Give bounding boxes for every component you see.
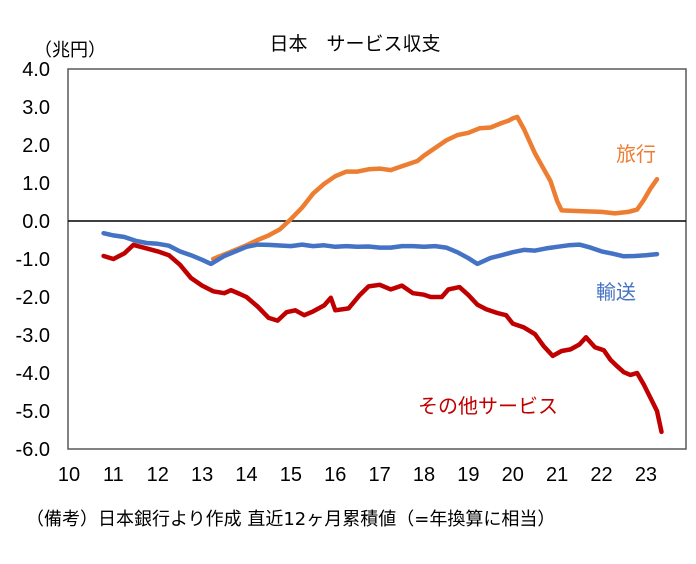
y-tick-label: -3.0 [16,325,50,347]
x-tick-label: 14 [235,464,257,486]
y-tick-label: 1.0 [22,173,50,195]
series-label-other-services: その他サービス [418,394,558,418]
y-tick-label: 0.0 [22,211,50,233]
y-tick-label: -4.0 [16,363,50,385]
x-tick-label: 19 [457,464,479,486]
x-tick-label: 22 [590,464,612,486]
x-tick-label: 13 [191,464,213,486]
plot-area-frame [67,68,687,450]
y-tick-label: -1.0 [16,249,50,271]
x-tick-label: 17 [369,464,391,486]
series-lines [101,114,664,435]
x-tick-label: 21 [546,464,568,486]
y-tick-label: 3.0 [22,97,50,119]
x-tick-label: 11 [103,464,124,486]
series-line-other-services [101,242,664,435]
x-tick-label: 23 [635,464,657,486]
chart-title: 日本 サービス収支 [269,33,440,55]
x-tick-label: 20 [502,464,524,486]
y-tick-label: -6.0 [16,439,50,461]
x-tick-label: 16 [324,464,346,486]
series-label-transport: 輸送 [596,280,636,304]
y-tick-label: 2.0 [22,135,50,157]
series-line-travel [210,114,660,262]
y-tick-label: -2.0 [16,287,50,309]
series-line-transport [101,230,660,267]
y-axis-unit-label: （兆円） [34,40,106,61]
y-axis-ticks: 4.0 3.0 2.0 1.0 0.0 -1.0 -2.0 -3.0 -4.0 -5.0 -6.0 [16,59,50,461]
footnote: （備考）日本銀行より作成 直近12ヶ月累積値（=年換算に相当） [26,509,555,530]
series-label-travel: 旅行 [616,142,656,166]
x-tick-label: 12 [147,464,169,486]
x-tick-label: 10 [58,464,80,486]
x-tick-label: 15 [280,464,302,486]
x-axis-ticks: 10 11 12 13 14 15 16 17 18 19 20 21 22 23 [58,464,657,486]
y-tick-label: -5.0 [16,401,50,423]
x-tick-label: 18 [413,464,435,486]
y-tick-label: 4.0 [22,59,50,81]
